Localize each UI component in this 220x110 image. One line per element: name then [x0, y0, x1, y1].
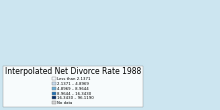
- Legend: Less than 2.1371, 2.1371 – 4.8969, 4.8969 – 8.9644, 8.9644 – 16.3430, 16.3430 – : Less than 2.1371, 2.1371 – 4.8969, 4.896…: [3, 66, 143, 107]
